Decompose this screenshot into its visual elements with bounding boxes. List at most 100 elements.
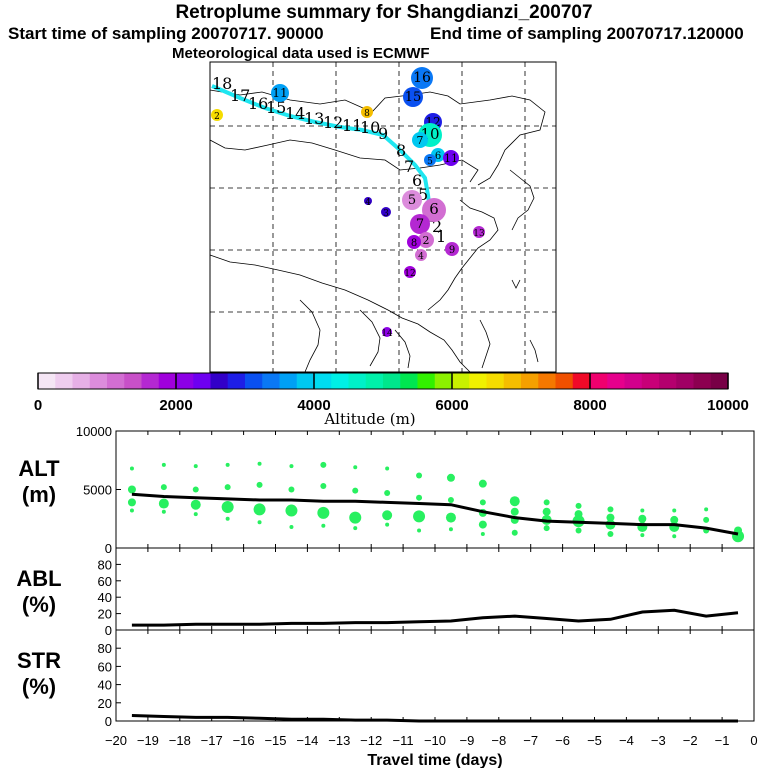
alt-data-point: [416, 472, 423, 479]
chart-title: Retroplume summary for Shangdianzi_20070…: [175, 2, 593, 23]
alt-data-point: [317, 506, 330, 519]
map-cluster-label: 4: [418, 252, 424, 262]
x-tick-label: −10: [424, 733, 446, 748]
abl-line: [131, 608, 739, 627]
map-cluster-label: 2: [423, 234, 430, 247]
colorbar-cell: [659, 373, 677, 389]
trajectory-label: 17: [230, 86, 250, 105]
x-tick-label: −11: [393, 733, 414, 748]
alt-mean-line: [131, 492, 739, 536]
map-cluster-label: 5: [427, 157, 433, 167]
map-cluster-label: 15: [405, 90, 422, 105]
x-tick-label: −9: [459, 733, 474, 748]
alt-data-point: [670, 515, 679, 524]
alt-data-point: [160, 484, 167, 491]
colorbar-cell: [555, 373, 574, 389]
y-tick-label: 0: [105, 541, 112, 556]
start-time-label: Start time of sampling 20070717. 90000: [8, 24, 324, 43]
y-tick-label: 5000: [83, 483, 112, 498]
alt-data-point: [288, 486, 295, 493]
map-cluster-label: 5: [408, 193, 416, 208]
x-tick-label: −8: [491, 733, 506, 748]
colorbar-tick-label: 8000: [573, 397, 606, 414]
alt-data-point: [353, 526, 358, 531]
map-cluster-label: 2: [214, 112, 220, 122]
map-cluster-marker: [404, 266, 416, 278]
alt-data-point: [543, 499, 550, 506]
map-cluster-label: 8: [364, 109, 370, 119]
trajectory-label: 13: [304, 109, 324, 128]
alt-data-point: [382, 510, 393, 521]
alt-data-point: [575, 527, 582, 534]
alt-data-point: [221, 501, 234, 514]
alt-data-point: [417, 528, 422, 533]
alt-data-point: [161, 462, 166, 467]
colorbar-cell: [72, 373, 91, 389]
x-tick-label: −14: [296, 733, 318, 748]
alt-data-point: [672, 534, 677, 539]
y-tick-label: 0: [105, 714, 112, 729]
trajectory-label: 16: [248, 94, 268, 113]
map-cluster-label: 6: [429, 200, 439, 218]
alt-data-point: [479, 499, 486, 506]
alt-data-point: [161, 509, 166, 514]
alt-data-point: [193, 464, 198, 469]
alt-data-point: [129, 466, 134, 471]
map-cluster-marker: [381, 207, 391, 217]
abl-panel: [115, 547, 755, 631]
alt-data-point: [640, 533, 645, 538]
colorbar-cell: [641, 373, 660, 389]
colorbar-cell: [158, 373, 177, 389]
alt-data-point: [480, 531, 485, 536]
map-cluster-label: 16: [413, 70, 431, 86]
trajectory-label: 9: [378, 124, 388, 143]
colorbar-cell: [279, 373, 298, 389]
alt-data-point: [289, 524, 294, 529]
colorbar-tick-label: 4000: [297, 397, 330, 414]
colorbar-cell: [227, 373, 246, 389]
colorbar-cell: [693, 373, 712, 389]
alt-data-point: [353, 465, 358, 470]
alt-panel-unit: (m): [21, 482, 57, 507]
trajectory-label: 6: [412, 171, 422, 190]
y-tick-label: 0: [105, 623, 112, 638]
alt-data-point: [448, 527, 453, 532]
alt-data-point: [385, 522, 390, 527]
met-data-label: Meteorological data used is ECMWF: [172, 45, 430, 62]
str-panel-unit: (%): [21, 674, 57, 699]
x-tick-label: 0: [750, 733, 757, 748]
alt-data-point: [543, 525, 550, 532]
alt-data-point: [607, 530, 614, 537]
map-cluster-marker: [407, 235, 421, 249]
alt-data-point: [478, 520, 487, 529]
abl-panel-unit: (%): [21, 592, 57, 617]
alt-data-point: [289, 464, 294, 469]
trajectory-label: 7: [404, 157, 414, 176]
x-tick-label: −13: [328, 733, 350, 748]
trajectory-label: 5: [418, 185, 428, 204]
alt-data-point: [253, 503, 266, 516]
trajectory-label: 2: [432, 217, 442, 236]
map-cluster-label: 8: [411, 238, 417, 249]
colorbar-cell: [89, 373, 108, 389]
colorbar-cell: [590, 373, 608, 389]
colorbar-cell: [365, 373, 384, 389]
alt-panel: [115, 430, 755, 549]
map-cluster-marker: [364, 197, 372, 205]
alt-data-point: [190, 499, 201, 510]
map-coastlines: [209, 89, 546, 373]
alt-data-point: [704, 507, 709, 512]
colorbar-cell: [503, 373, 522, 389]
trajectory-label: 12: [323, 113, 343, 132]
alt-data-point: [478, 479, 487, 488]
colorbar-cell: [331, 373, 350, 389]
y-tick-label: 60: [98, 659, 112, 674]
x-tick-label: −2: [683, 733, 698, 748]
y-tick-label: 40: [98, 678, 112, 693]
x-tick-label: −19: [137, 733, 159, 748]
alt-data-point: [225, 462, 230, 467]
alt-data-point: [445, 512, 456, 523]
y-tick-label: 10000: [76, 424, 112, 439]
